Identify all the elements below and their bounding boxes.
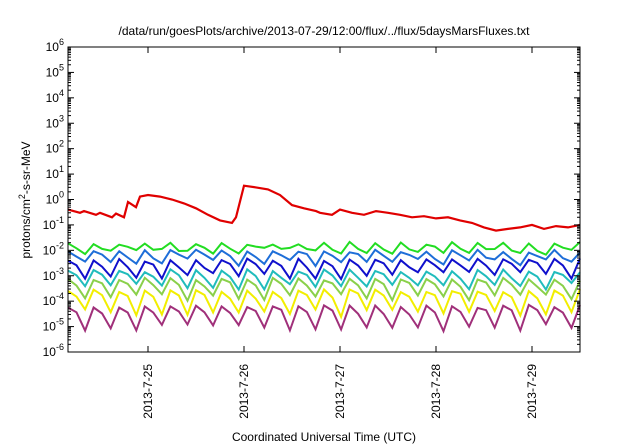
y-tick-label: 100 [46, 190, 64, 207]
plot-area [67, 184, 581, 334]
y-axis-label-suffix: -s-sr-MeV [19, 141, 33, 194]
x-tick-label: 2013-7-29 [525, 364, 539, 419]
series-line-4 [67, 257, 581, 282]
y-axis-label-prefix: protons/cm [19, 199, 33, 258]
y-tick-label: 10-5 [43, 317, 64, 334]
y-tick-label: 10-3 [43, 266, 64, 283]
series-line-6 [67, 276, 581, 304]
series-line-1 [67, 184, 581, 232]
y-tick-label: 105 [46, 62, 64, 79]
series-line-2 [67, 240, 581, 256]
series-line-3 [67, 248, 581, 268]
y-tick-label: 10-2 [43, 240, 64, 257]
y-axis-label: protons/cm2-s-sr-MeV [17, 141, 33, 258]
y-tick-label: 10-1 [43, 215, 64, 232]
y-tick-label: 10-6 [43, 342, 64, 359]
y-tick-label: 103 [46, 113, 64, 130]
series-line-8 [67, 303, 581, 334]
y-tick-label: 10-4 [43, 291, 64, 308]
x-axis-label: Coordinated Universal Time (UTC) [232, 430, 416, 444]
plot-frame [67, 46, 581, 353]
chart-title: /data/run/goesPlots/archive/2013-07-29/1… [119, 24, 531, 38]
x-tick-label: 2013-7-27 [333, 364, 347, 419]
y-axis-label-sup: 2 [17, 194, 27, 199]
x-tick-label: 2013-7-26 [237, 364, 251, 419]
x-tick-label: 2013-7-28 [429, 364, 443, 419]
series-line-7 [67, 287, 581, 320]
y-tick-label: 106 [46, 37, 64, 54]
x-axis-ticks: 2013-7-25 2013-7-26 2013-7-27 2013-7-28 2013… [141, 47, 539, 419]
y-tick-label: 101 [46, 164, 64, 181]
series-line-5 [67, 267, 581, 292]
y-tick-label: 102 [46, 139, 64, 156]
x-tick-label: 2013-7-25 [141, 364, 155, 419]
y-axis-ticks: 10-6 10-5 10-4 10-3 10-2 10-1 100 101 102 103 104 1… [43, 37, 580, 359]
y-tick-label: 104 [46, 88, 64, 105]
